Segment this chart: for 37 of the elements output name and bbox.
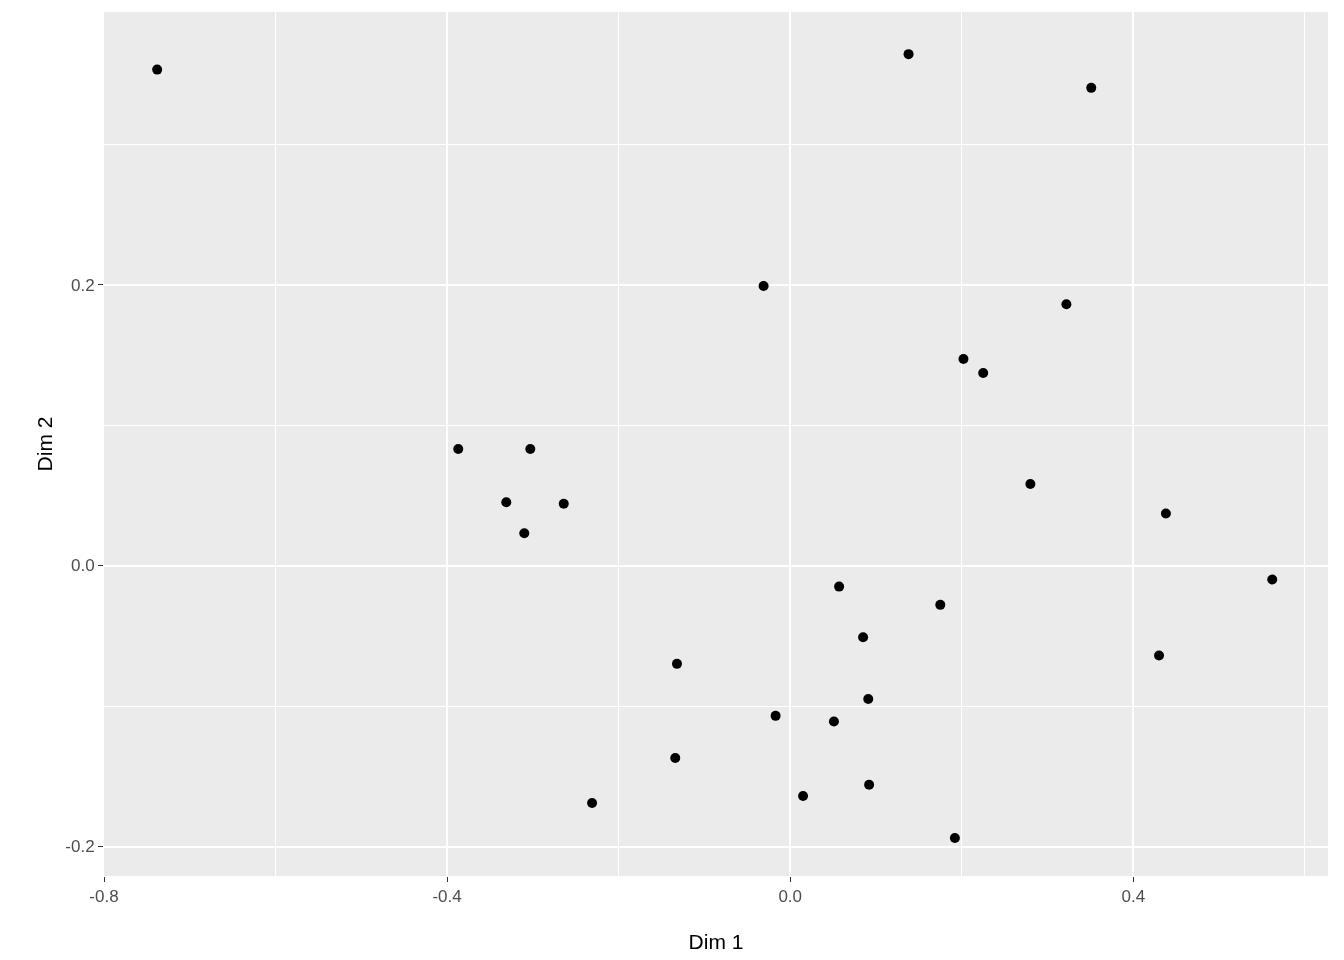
point bbox=[978, 368, 989, 379]
x-tick-label: 0.4 bbox=[1121, 887, 1146, 907]
point bbox=[863, 693, 874, 704]
point bbox=[903, 49, 914, 60]
point bbox=[958, 354, 969, 364]
y-tick-label: 0.2 bbox=[70, 275, 95, 295]
point bbox=[1154, 650, 1165, 661]
point bbox=[798, 790, 809, 801]
point bbox=[834, 581, 845, 592]
point bbox=[501, 497, 512, 508]
point bbox=[1025, 479, 1036, 490]
y-tick-label: -0.2 bbox=[65, 837, 95, 857]
y-axis-title: Dim 2 bbox=[33, 416, 56, 472]
point bbox=[864, 779, 875, 790]
x-tick-label: -0.8 bbox=[89, 887, 119, 907]
point bbox=[558, 498, 569, 509]
x-tick-label: 0.0 bbox=[778, 887, 803, 907]
point bbox=[453, 443, 464, 454]
point bbox=[1267, 574, 1278, 585]
point bbox=[525, 443, 536, 454]
point bbox=[949, 833, 960, 844]
point bbox=[587, 797, 598, 808]
point bbox=[935, 599, 946, 610]
x-axis-title: Dim 1 bbox=[688, 930, 744, 953]
y-tick-label: 0.0 bbox=[70, 556, 95, 576]
point bbox=[758, 280, 769, 291]
point bbox=[671, 658, 682, 669]
point bbox=[1160, 508, 1171, 519]
point bbox=[1086, 82, 1097, 93]
point bbox=[152, 64, 163, 75]
point bbox=[858, 632, 869, 643]
point bbox=[670, 752, 681, 763]
x-tick-label: -0.4 bbox=[432, 887, 462, 907]
point bbox=[519, 528, 530, 539]
point bbox=[828, 716, 839, 727]
point bbox=[770, 710, 781, 721]
point bbox=[1061, 299, 1072, 310]
